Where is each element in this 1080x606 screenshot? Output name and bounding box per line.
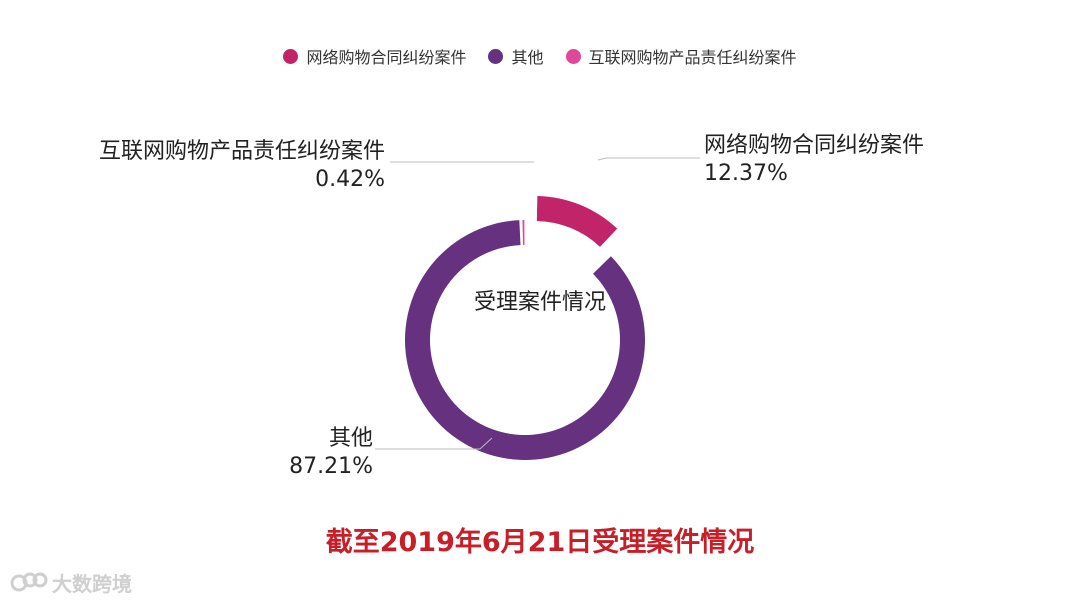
slice-label-other: 其他 87.21% [283,425,373,481]
slice-label-product-liability: 互联网购物产品责任纠纷案件 0.42% [60,138,385,194]
watermark-logo-icon [10,572,48,591]
slice-label-online-shopping-contract: 网络购物合同纠纷案件 12.37% [704,132,924,188]
slice-label-name: 其他 [328,426,373,451]
watermark-text: 大数跨境 [52,572,132,596]
legend-swatch [488,48,504,64]
legend-label: 互联网购物产品责任纠纷案件 [588,48,797,67]
watermark: 大数跨境 [10,568,132,597]
slice-label-value: 0.42% [315,167,385,192]
chart-title: 截至2019年6月21日受理案件情况 [325,527,755,558]
donut-slice-0 [536,195,618,247]
leader-line-other [375,437,493,450]
donut-center-label: 受理案件情况 [473,290,606,315]
legend-label: 网络购物合同纠纷案件 [306,48,467,67]
donut-slice-2 [522,220,525,246]
legend-item-other: 其他 [488,44,544,68]
legend-label: 其他 [511,48,544,67]
slice-label-value: 12.37% [704,161,788,186]
donut-slice-1 [405,220,645,460]
slice-label-name: 互联网购物产品责任纠纷案件 [98,139,385,164]
slice-label-name: 网络购物合同纠纷案件 [704,133,925,158]
legend-swatch [565,48,581,64]
leader-line-online-shopping-contract [597,157,700,161]
legend-item-online-shopping-contract: 网络购物合同纠纷案件 [283,44,466,68]
slice-label-value: 87.21% [289,454,373,479]
legend-swatch [283,48,299,64]
legend-item-product-liability: 互联网购物产品责任纠纷案件 [565,44,797,68]
chart-legend: 网络购物合同纠纷案件 其他 互联网购物产品责任纠纷案件 [0,44,1080,68]
